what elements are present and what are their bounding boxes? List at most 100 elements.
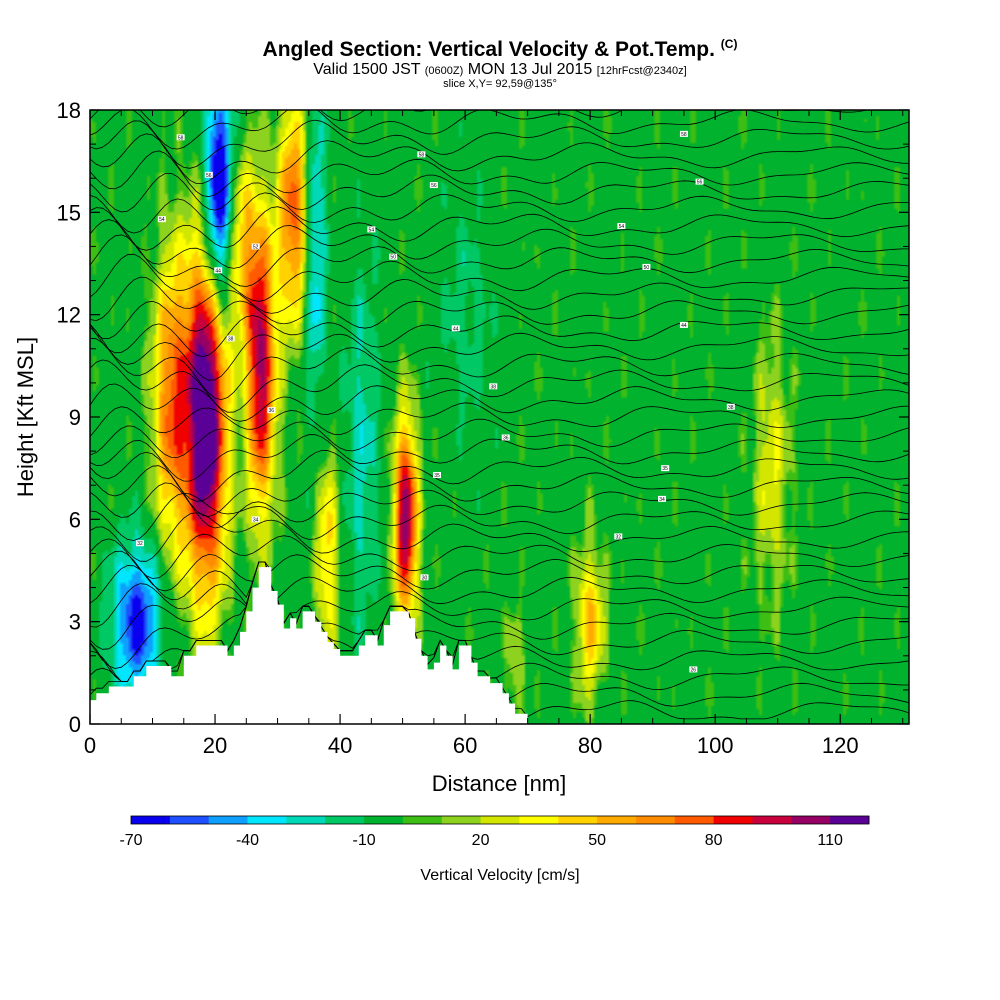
isentrope-49: [90, 253, 909, 302]
isentrope-31: [90, 561, 909, 605]
terrain-mask: [90, 567, 534, 724]
x-tick-label: 0: [84, 733, 96, 758]
contour-label-box: [661, 465, 670, 472]
colorbar-swatch: [325, 816, 365, 824]
colorbar-tick-label: 80: [705, 832, 723, 849]
x-tick-label: 100: [697, 733, 734, 758]
y-axis-label: Height [Kft MSL]: [13, 337, 38, 497]
colorbar-swatch: [286, 816, 326, 824]
colorbar-swatch: [713, 816, 753, 824]
contour-label-box: [451, 325, 460, 332]
utc-time: (0600Z): [424, 65, 464, 77]
x-tick-label: 120: [822, 733, 859, 758]
colorbar-swatch: [208, 816, 248, 824]
contour-label: 54: [619, 224, 625, 230]
y-tick-label: 0: [69, 712, 81, 737]
x-tick-label: 60: [453, 733, 477, 758]
isentrope-47: [90, 300, 909, 340]
contour-label-box: [501, 434, 510, 441]
isentrope-contours: [90, 110, 909, 720]
colorbar-tick-label: -10: [352, 832, 375, 849]
contour-label: 56: [431, 183, 437, 189]
forecast-info: [12hrFcst@2340z]: [596, 65, 687, 77]
x-axis-label: Distance [nm]: [432, 771, 567, 796]
contour-label-box: [267, 407, 276, 414]
isentrope-30: [90, 561, 909, 628]
contour-label-box: [136, 540, 145, 547]
contour-label-box: [367, 226, 376, 233]
x-tick-label: 40: [328, 733, 352, 758]
colorbar-swatch: [402, 816, 443, 824]
isentrope-44: [90, 337, 909, 401]
contour-label: 38: [490, 384, 496, 390]
contour-label-box: [251, 516, 260, 523]
contour-label: 32: [137, 541, 143, 547]
contour-label: 58: [178, 135, 184, 141]
colorbar-swatch: [441, 816, 481, 824]
isentrope-41: [90, 402, 909, 437]
contour-label: 44: [681, 323, 687, 329]
contour-label: 26: [691, 667, 697, 673]
isentrope-40: [90, 418, 909, 458]
contour-label-box: [689, 666, 698, 673]
contour-label: 54: [159, 217, 165, 223]
colorbar-tick-label: -70: [119, 832, 142, 849]
isentrope-45: [90, 323, 909, 381]
colorbar-swatch: [635, 816, 676, 824]
isentrope-48: [90, 276, 909, 322]
contour-label: 44: [215, 268, 221, 274]
contour-label-box: [420, 574, 429, 581]
isentrope-35: [90, 492, 909, 541]
colorbar-swatch: [674, 816, 715, 824]
title-mark: (C): [720, 37, 738, 51]
contour-label-box: [695, 178, 704, 185]
y-tick-label: 9: [69, 405, 81, 430]
contour-label-box: [204, 171, 213, 178]
contour-label-box: [679, 321, 688, 328]
colorbar-swatch: [519, 816, 559, 824]
contour-label-box: [417, 151, 426, 158]
colorbar-frame: [130, 815, 870, 825]
isentrope-28: [90, 561, 909, 669]
isentrope-57: [90, 119, 909, 169]
contour-label-box: [429, 182, 438, 189]
contour-label-box: [658, 495, 667, 502]
colorbar-swatch: [558, 816, 598, 824]
contour-label: 34: [253, 517, 259, 523]
colorbar-swatch: [597, 816, 637, 824]
contour-label-box: [214, 267, 223, 274]
isentrope-54: [90, 172, 909, 213]
colorbar-tick-label: -40: [236, 832, 259, 849]
colorbar-swatch: [364, 816, 404, 824]
isentrope-38: [90, 450, 909, 502]
isentrope-58: [90, 110, 909, 150]
isentrope-46: [90, 315, 909, 358]
isentrope-50: [90, 234, 909, 287]
colorbar-swatch: [247, 816, 287, 824]
colorbar-swatch: [830, 816, 870, 824]
contour-label-box: [614, 533, 623, 540]
colorbar-tick-label: 20: [472, 832, 490, 849]
contour-label: 50: [644, 265, 650, 271]
y-tick-label: 15: [57, 200, 81, 225]
contour-label-box: [157, 216, 166, 223]
contour-label-box: [176, 134, 185, 141]
isentrope-36: [90, 482, 909, 529]
contour-label-box: [642, 263, 651, 270]
colorbar-tick-label: 50: [588, 832, 606, 849]
y-tick-label: 3: [69, 610, 81, 635]
colorbar-tick-label: 110: [817, 832, 843, 849]
isentrope-34: [90, 512, 909, 562]
isentrope-29: [90, 561, 909, 650]
contour-labels: 58 58 58 56 56 56 54 54 54 52 50 50 44 44 44 38 38 38 36 36…: [136, 130, 735, 673]
isentrope-33: [90, 533, 909, 579]
isentrope-43: [90, 359, 909, 413]
contour-label: 52: [253, 244, 259, 250]
x-tick-label: 80: [578, 733, 602, 758]
isentrope-39: [90, 434, 909, 482]
chart-subtitle: Valid 1500 JST (0600Z) MON 13 Jul 2015 […: [0, 61, 1000, 79]
chart-title: Angled Section: Vertical Velocity & Pot.…: [262, 37, 738, 61]
contour-label: 58: [681, 132, 687, 138]
